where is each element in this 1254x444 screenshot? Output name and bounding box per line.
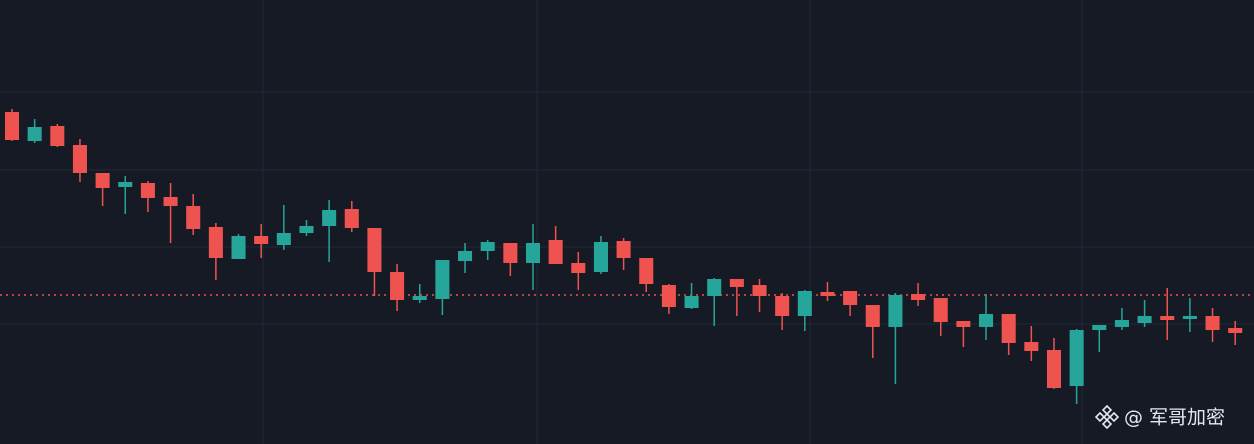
candle-body [593, 242, 608, 272]
candle-body [344, 209, 359, 228]
candle-body [933, 298, 948, 322]
candle-body [911, 294, 926, 300]
candle-body [979, 314, 994, 327]
plot [0, 109, 1254, 404]
candle-body [458, 251, 473, 261]
candle-body [435, 260, 450, 299]
candle-body [1024, 342, 1039, 351]
candle-body [843, 291, 858, 305]
candle-body [865, 305, 880, 327]
candle-body [276, 233, 291, 245]
candle-body [72, 145, 87, 173]
candle-body [231, 236, 246, 259]
candle-body [888, 295, 903, 327]
candle-body [1137, 316, 1152, 323]
candle-body [571, 263, 586, 273]
candle-body [1092, 325, 1107, 330]
candle-body [956, 321, 971, 327]
candle-body [50, 126, 65, 146]
candle-body [412, 296, 427, 300]
candle-body [1205, 316, 1220, 330]
candle-body [95, 173, 110, 188]
candle-body [1046, 350, 1062, 388]
candle-body [1114, 320, 1129, 327]
candle-body [1069, 330, 1084, 386]
candle-body [503, 243, 518, 263]
candle-body [775, 296, 790, 316]
candle-body [163, 197, 178, 206]
candle-body [616, 241, 631, 258]
candle-body [752, 285, 767, 296]
candle-body [1001, 314, 1016, 343]
candle-body [367, 228, 382, 272]
watermark: @ 军哥加密 [1124, 407, 1225, 429]
candle-body [1182, 316, 1197, 319]
candle-body [797, 291, 812, 316]
candle-body [729, 279, 744, 287]
candle-body [390, 272, 405, 300]
logo [1094, 404, 1120, 430]
candle-body [661, 285, 676, 307]
candle-body [1160, 316, 1175, 320]
candle-body [118, 182, 133, 187]
candle-body [299, 226, 314, 233]
candle-body [322, 210, 337, 226]
candle-body [480, 242, 495, 251]
candle-body [548, 240, 563, 264]
candle-body [254, 236, 269, 244]
candle-body [639, 258, 654, 284]
candle-body [208, 227, 223, 258]
candle-body [27, 127, 42, 141]
candle-body [140, 183, 155, 198]
candle-body [525, 243, 541, 263]
candle-body [707, 279, 722, 296]
candle-body [820, 292, 835, 296]
candle-body [186, 206, 201, 229]
candle-body [684, 296, 699, 308]
candle-body [1228, 328, 1243, 333]
candle-body [4, 112, 20, 140]
